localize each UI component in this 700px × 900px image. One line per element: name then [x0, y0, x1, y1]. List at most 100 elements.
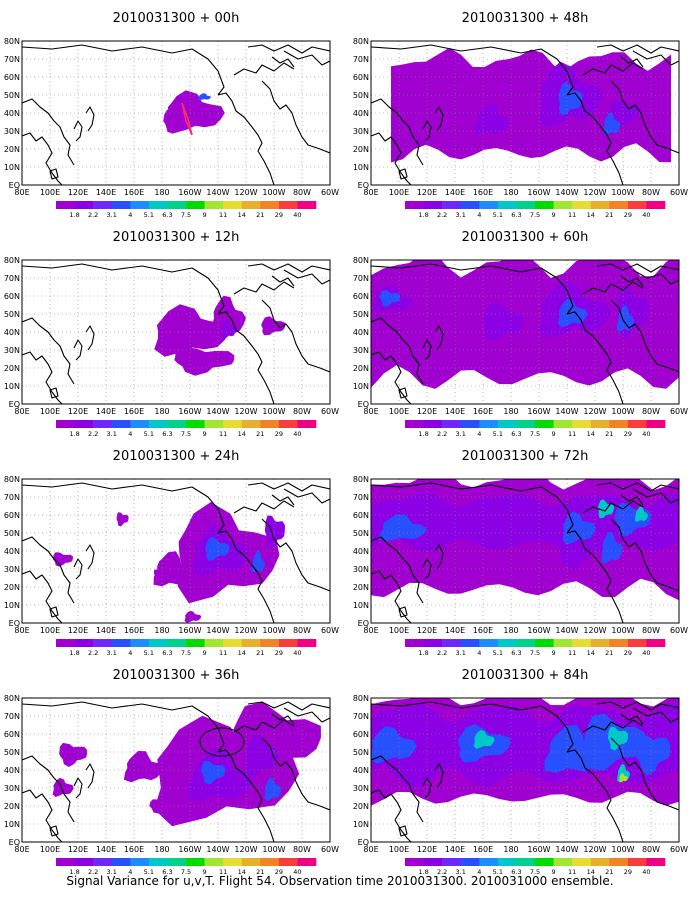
lon-tick-label: 80W [293, 845, 311, 854]
lat-tick-label: 40N [4, 328, 20, 337]
lon-tick-label: 120E [68, 407, 88, 416]
lat-tick-label: EQ [9, 838, 20, 847]
variance-contour-level-4 [601, 531, 623, 565]
colorbar-label: 29 [275, 868, 283, 876]
colorbar-swatch [204, 858, 224, 866]
colorbar-swatch [204, 420, 224, 428]
lat-tick-label: 60N [4, 730, 20, 739]
lon-tick-label: 160W [527, 188, 550, 197]
colorbar-swatch [278, 858, 298, 866]
lon-tick-label: 180 [154, 407, 169, 416]
lon-tick-label: 80E [14, 845, 29, 854]
colorbar-swatch [405, 201, 424, 209]
lon-tick-label: 140W [206, 407, 229, 416]
colorbar-label: 7.5 [530, 649, 540, 657]
colorbar-swatch [204, 201, 224, 209]
colorbar-swatch [572, 420, 592, 428]
lat-tick-label: 40N [353, 766, 369, 775]
colorbar-label: 9 [552, 211, 556, 219]
lon-tick-label: 160W [527, 407, 550, 416]
colorbar-swatch [186, 858, 205, 866]
lat-tick-label: 70N [353, 712, 369, 721]
colorbar-swatch [497, 858, 517, 866]
lat-tick-label: EQ [9, 400, 20, 409]
variance-contour-level-4 [197, 93, 212, 100]
lat-tick-label: 70N [353, 55, 369, 64]
variance-contour-level-4 [378, 514, 428, 542]
colorbar: 1.8 2.2 3.1 4 5.1 6.3 7.5 9 11 14 21 29 40 [405, 858, 666, 876]
colorbar-label: 7.5 [181, 649, 191, 657]
lat-tick-label: 60N [4, 292, 20, 301]
colorbar-swatch [460, 420, 480, 428]
colorbar-label: 9 [203, 211, 207, 219]
lat-tick-label: 50N [4, 310, 20, 319]
colorbar-label: 4 [477, 430, 481, 438]
colorbar-label: 3.1 [456, 430, 466, 438]
colorbar-swatch [278, 639, 298, 647]
colorbar-label: 6.3 [511, 430, 521, 438]
lon-tick-label: 60W [670, 188, 688, 197]
lon-tick-label: 60W [670, 626, 688, 635]
colorbar-label: 14 [587, 649, 595, 657]
colorbar: 1.8 2.2 3.1 4 5.1 6.3 7.5 9 11 14 21 29 40 [405, 420, 666, 438]
colorbar-swatch [93, 201, 113, 209]
colorbar-label: 4 [128, 211, 132, 219]
lon-tick-label: 140W [555, 626, 578, 635]
colorbar-label: 21 [256, 868, 264, 876]
variance-field [391, 47, 671, 163]
colorbar: 1.8 2.2 3.1 4 5.1 6.3 7.5 9 11 14 21 29 40 [56, 201, 317, 219]
variance-field [371, 260, 679, 389]
map-grid [22, 698, 330, 842]
lat-tick-label: EQ [358, 181, 369, 190]
colorbar-swatch [297, 639, 317, 647]
lon-tick-label: 140W [555, 407, 578, 416]
colorbar-label: 14 [238, 430, 246, 438]
map-panel-3: 2010031300 + 12h EQ 10N 20N 30N 40N 50N 60N 70N 8… [4, 230, 339, 438]
lat-tick-label: 10N [353, 820, 369, 829]
colorbar-swatch [535, 858, 554, 866]
panel-title: 2010031300 + 72h [462, 449, 589, 464]
colorbar-swatch [423, 420, 443, 428]
colorbar-swatch [297, 858, 317, 866]
lon-tick-label: 160W [178, 626, 201, 635]
lon-tick-label: 180 [503, 188, 518, 197]
colorbar-swatch [111, 420, 131, 428]
colorbar-label: 29 [624, 868, 632, 876]
map-frame [21, 697, 331, 843]
colorbar-swatch [572, 639, 592, 647]
colorbar-swatch [148, 858, 168, 866]
colorbar-label: 5.1 [493, 211, 503, 219]
lat-tick-label: 50N [4, 529, 20, 538]
colorbar-swatch [148, 420, 168, 428]
colorbar-swatch [405, 858, 424, 866]
colorbar-label: 29 [624, 649, 632, 657]
colorbar-label: 4 [477, 211, 481, 219]
variance-contour-level-2 [264, 515, 285, 549]
colorbar-swatch [590, 201, 610, 209]
colorbar-swatch [535, 201, 554, 209]
lat-tick-label: 20N [353, 583, 369, 592]
panel-title: 2010031300 + 36h [113, 668, 240, 683]
colorbar-swatch [609, 201, 629, 209]
lon-tick-label: 60W [321, 407, 339, 416]
coastlines [371, 701, 679, 842]
colorbar-swatch [609, 420, 629, 428]
lat-tick-label: 80N [4, 475, 20, 484]
colorbar-label: 7.5 [530, 868, 540, 876]
colorbar-label: 40 [293, 211, 301, 219]
coastlines [371, 44, 679, 185]
colorbar-swatch [479, 639, 499, 647]
colorbar-swatch [241, 201, 261, 209]
colorbar-label: 9 [203, 868, 207, 876]
lon-tick-label: 140W [206, 626, 229, 635]
panel-title: 2010031300 + 84h [462, 668, 589, 683]
lon-tick-label: 160W [527, 626, 550, 635]
colorbar-swatch [627, 420, 647, 428]
variance-field [371, 479, 679, 601]
lon-tick-label: 160W [178, 407, 201, 416]
colorbar-swatch [93, 639, 113, 647]
colorbar-label: 2.2 [88, 430, 98, 438]
lat-tick-label: 20N [4, 145, 20, 154]
panel-title: 2010031300 + 60h [462, 230, 589, 245]
colorbar-label: 21 [605, 868, 613, 876]
